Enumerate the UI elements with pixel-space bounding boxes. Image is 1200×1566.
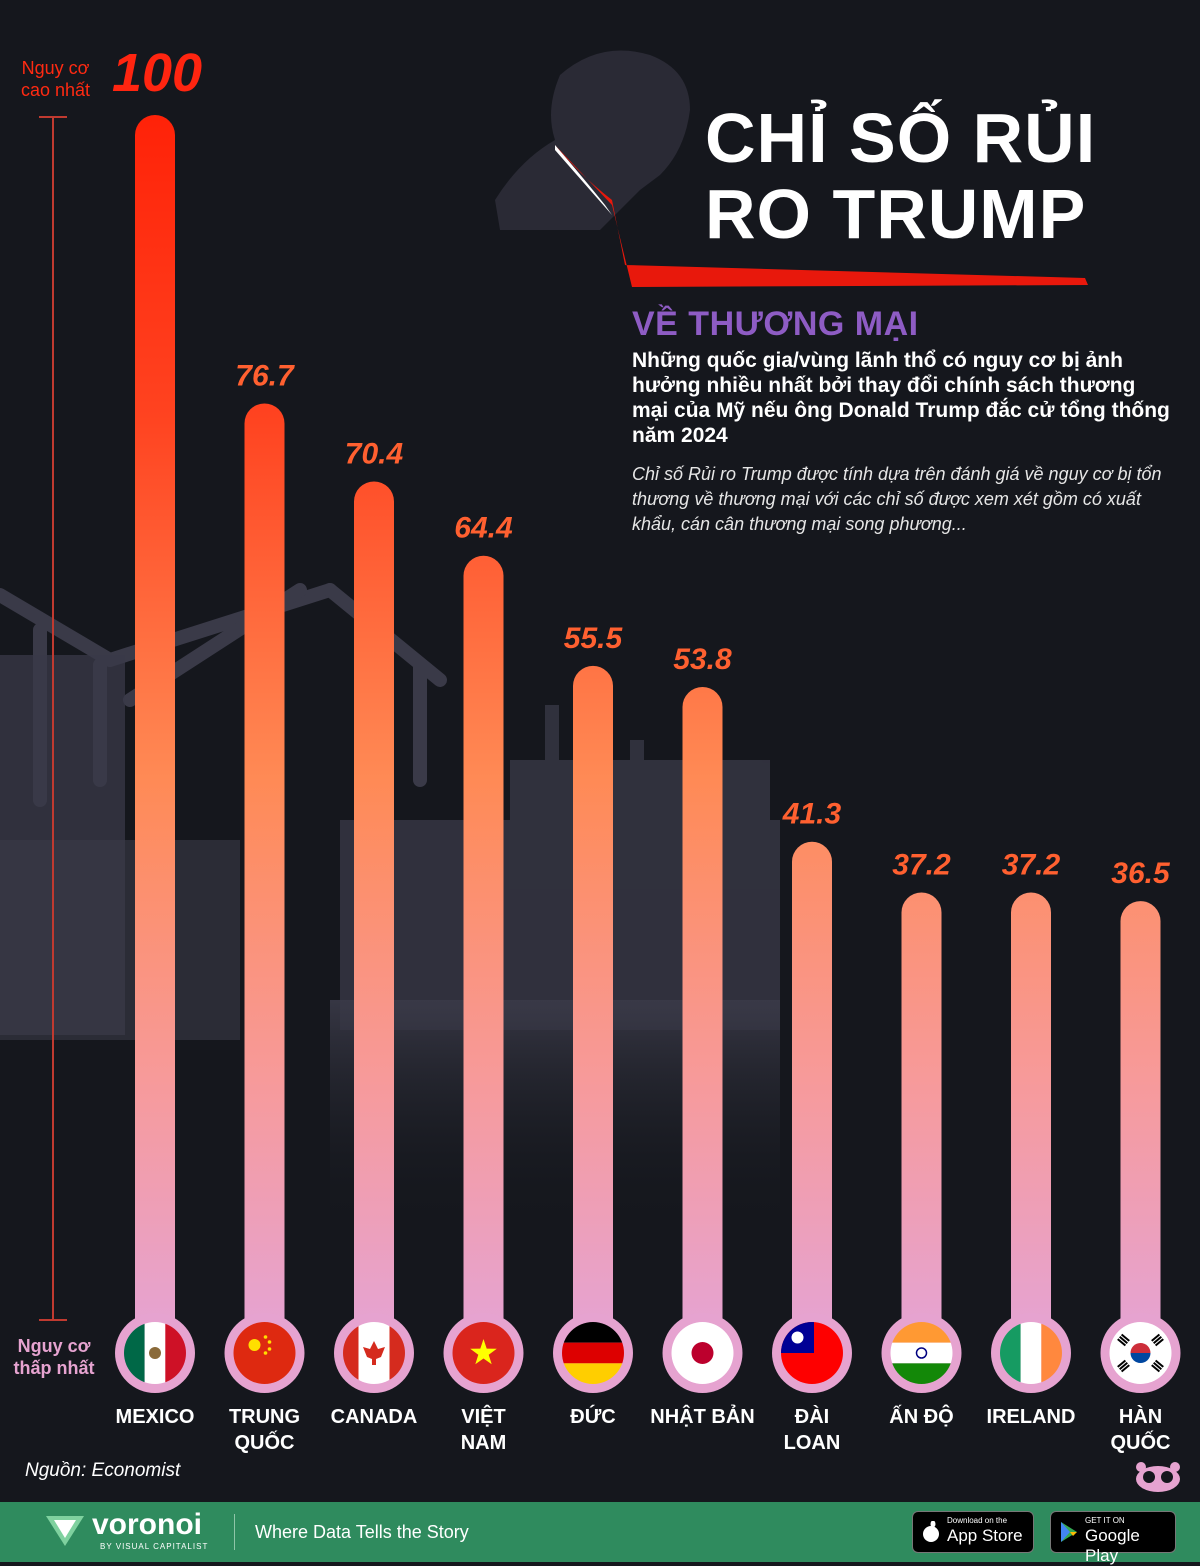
google-play-icon [1061,1522,1077,1542]
google-play-label: Google Play [1085,1526,1140,1565]
source-note: Nguồn: Economist [25,1460,181,1481]
bar-7 [901,892,942,1355]
vietnam-flag-icon [452,1322,515,1384]
value-label: 37.2 [1002,848,1061,881]
axis-scale [39,116,67,1321]
category-label: HÀN QUỐC [1111,1405,1171,1454]
bar-8 [1011,892,1051,1355]
japan-flag-icon [671,1322,734,1384]
bar-1 [244,403,285,1356]
value-label: 37.2 [892,848,951,881]
category-label: VIỆT NAM [461,1404,507,1454]
brand-sub: BY VISUAL CAPITALIST [100,1542,209,1551]
bar-5 [682,686,723,1355]
footer-bar: voronoi BY VISUAL CAPITALIST Where Data … [0,1502,1200,1565]
app-store-small: Download on the [947,1516,1008,1525]
axis-high-label: Nguy cơ cao nhất [20,58,91,100]
voronoi-logo-icon [46,1516,84,1546]
india-flag-icon [890,1322,953,1384]
value-label: 64.4 [454,512,513,545]
category-label: IRELAND [987,1406,1076,1428]
google-play-button[interactable]: GET IT ON Google Play [1050,1511,1176,1565]
value-label: 70.4 [345,437,404,470]
value-label: 53.8 [673,643,732,676]
category-label: MEXICO [116,1406,195,1428]
china-flag-icon [233,1322,296,1384]
bar-2 [354,481,394,1355]
footer-tagline: Where Data Tells the Story [255,1522,469,1542]
brand-name: voronoi [92,1508,202,1541]
bar-6 [792,841,832,1355]
mexico-flag-icon [124,1322,186,1384]
value-label: 100 [112,43,202,103]
google-play-small: GET IT ON [1085,1516,1125,1525]
ireland-flag-icon [1000,1322,1062,1384]
voronoi-mascot-icon [1136,1462,1180,1492]
app-store-button[interactable]: Download on the App Store [912,1511,1034,1553]
bar-4 [573,665,613,1355]
taiwan-flag-icon [781,1322,843,1384]
axis-low-label: Nguy cơ thấp nhất [13,1336,95,1378]
crane-base [0,840,240,1040]
apple-icon [923,1521,939,1542]
value-label: 41.3 [782,798,842,831]
bar-9 [1120,901,1161,1355]
category-label: TRUNG QUỐC [229,1406,300,1454]
page-title: CHỈ SỐ RỦI RO TRUMP [705,99,1097,253]
app-store-label: App Store [947,1526,1023,1545]
value-label: 36.5 [1111,857,1171,890]
category-label: ẤN ĐỘ [889,1404,953,1428]
value-label: 76.7 [235,359,295,392]
south-korea-flag-icon [1109,1322,1172,1384]
ship-silhouette [340,705,780,1030]
category-label: ĐỨC [570,1404,615,1428]
germany-flag-icon [562,1322,624,1384]
description: Chỉ số Rủi ro Trump được tính dựa trên đ… [632,464,1162,534]
canada-flag-icon [343,1322,405,1384]
bar-3 [463,555,504,1355]
bar-0 [135,115,175,1355]
subtitle-label: VỀ THƯƠNG MẠI [632,305,919,343]
footer-divider [234,1514,235,1550]
category-label: NHẬT BẢN [650,1404,754,1428]
portrait-silhouette [495,50,1088,287]
value-label: 55.5 [564,622,624,655]
category-label: CANADA [331,1406,418,1428]
subtitle: Những quốc gia/vùng lãnh thổ có nguy cơ … [632,349,1170,447]
category-label: ĐÀI LOAN [784,1405,841,1454]
